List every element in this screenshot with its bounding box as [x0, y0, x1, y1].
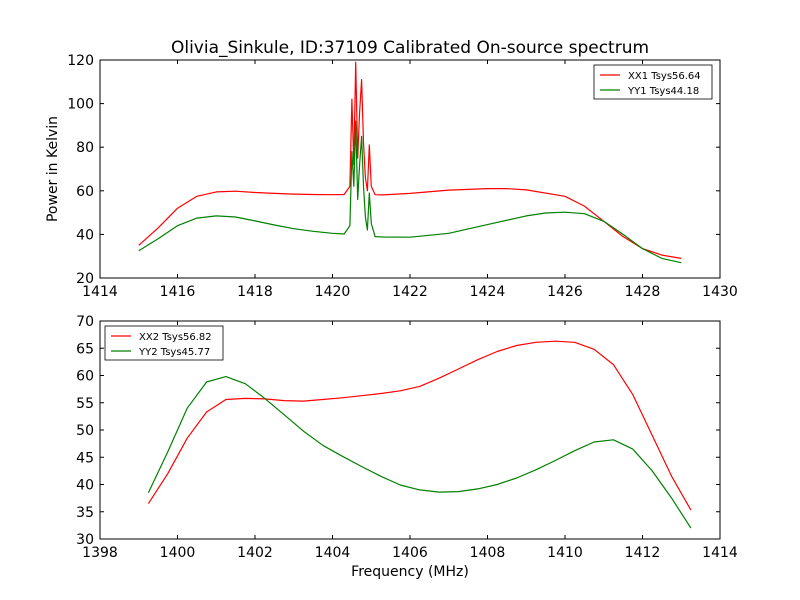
legend-label: YY2 Tsys45.77 — [138, 347, 210, 358]
y-tick-label: 50 — [76, 423, 94, 439]
x-tick-label: 1404 — [315, 545, 351, 561]
y-tick-label: 70 — [76, 314, 94, 330]
legend-label: XX2 Tsys56.82 — [139, 332, 212, 343]
legend-label: YY1 Tsys44.18 — [627, 86, 699, 97]
x-tick-label: 1424 — [470, 284, 506, 300]
series-line-red — [138, 61, 682, 259]
y-tick-label: 30 — [76, 532, 94, 548]
x-axis-label: Frequency (MHz) — [351, 564, 469, 580]
legend-box — [593, 64, 713, 100]
x-tick-label: 1428 — [625, 284, 661, 300]
x-tick-label: 1420 — [315, 284, 351, 300]
top-spectrum-panel: 1414 1416 1418 1420 1422 1424 1426 1428 1430 20 40… — [45, 53, 738, 300]
x-tick-label: 1408 — [470, 545, 506, 561]
x-tick-label: 1418 — [237, 284, 273, 300]
y-tick-label: 100 — [67, 97, 94, 113]
x-tick-label: 1430 — [702, 284, 738, 300]
x-tick-label: 1422 — [392, 284, 428, 300]
y-axis-label: Power in Kelvin — [45, 116, 61, 222]
legend-label: XX1 Tsys56.64 — [628, 71, 701, 82]
y-tick-label: 60 — [76, 184, 94, 200]
y-tick-label: 80 — [76, 140, 94, 156]
series-line-red — [147, 340, 692, 511]
series-line-green — [147, 376, 692, 529]
y-tick-label: 40 — [76, 478, 94, 494]
legend-box — [104, 325, 224, 361]
y-tick-label: 65 — [76, 341, 94, 357]
y-tick-label: 60 — [76, 369, 94, 385]
y-tick-label: 55 — [76, 396, 94, 412]
chart-title: Olivia_Sinkule, ID:37109 Calibrated On-s… — [171, 38, 649, 58]
x-tick-label: 1416 — [160, 284, 196, 300]
series-line-green — [138, 120, 682, 264]
y-tick-label: 45 — [76, 450, 94, 466]
y-tick-label: 40 — [76, 227, 94, 243]
x-tick-label: 1410 — [547, 545, 583, 561]
x-tick-label: 1426 — [547, 284, 583, 300]
x-tick-label: 1414 — [702, 545, 738, 561]
x-tick-label: 1406 — [392, 545, 428, 561]
x-tick-label: 1412 — [625, 545, 661, 561]
y-tick-label: 20 — [76, 271, 94, 287]
y-tick-label: 120 — [67, 53, 94, 69]
x-tick-label: 1414 — [82, 284, 118, 300]
x-tick-label: 1398 — [82, 545, 118, 561]
x-tick-label: 1400 — [160, 545, 196, 561]
bottom-spectrum-panel: 1398 1400 1402 1404 1406 1408 1410 1412 1414 30 35… — [76, 314, 738, 580]
y-tick-label: 35 — [76, 505, 94, 521]
x-tick-label: 1402 — [237, 545, 273, 561]
